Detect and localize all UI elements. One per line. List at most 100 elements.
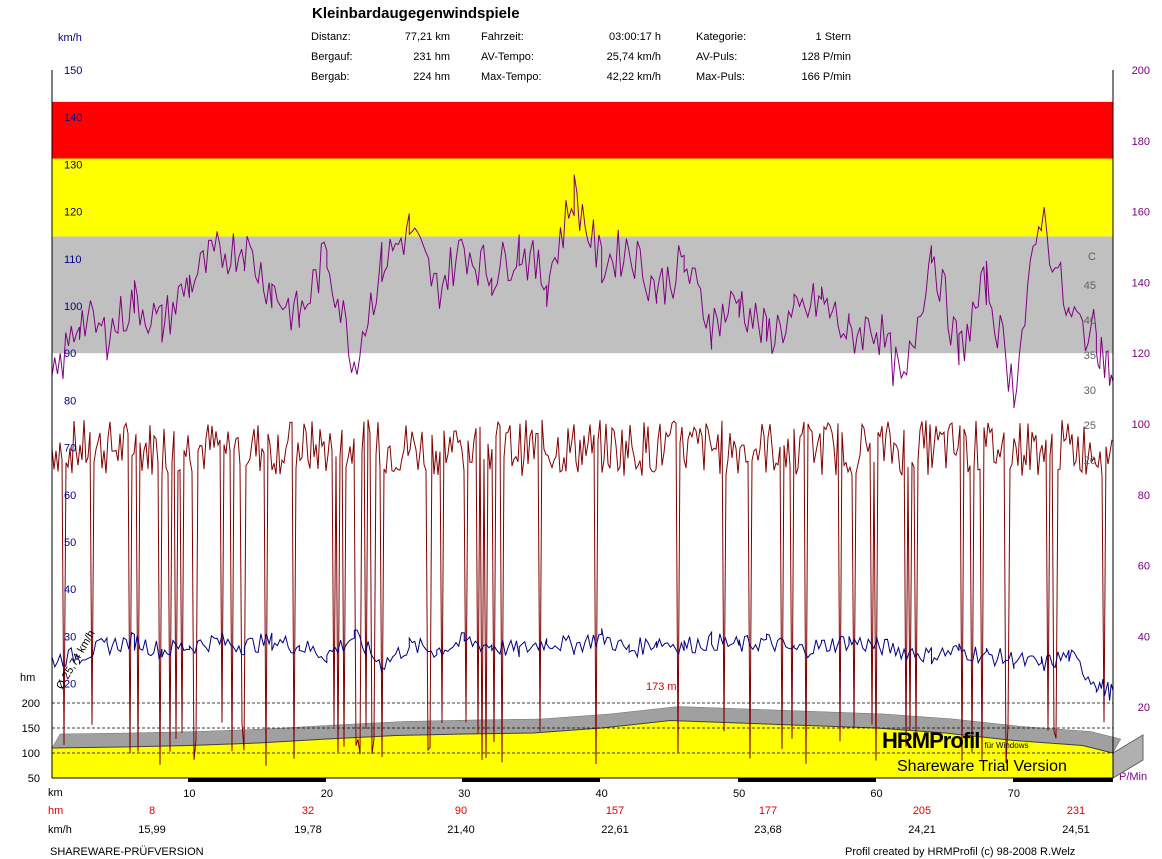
left-tick-40: 40 <box>64 584 76 596</box>
altitude-row-value: 8 <box>148 805 156 817</box>
x-tick-50: 50 <box>733 788 745 800</box>
x-tick-20: 20 <box>321 788 333 800</box>
x-bar-3 <box>738 778 876 782</box>
hr-zone-yellow <box>52 158 1113 237</box>
speed-row-value: 24,51 <box>1062 824 1090 836</box>
right-tick-20: 20 <box>1138 702 1150 714</box>
right-tick-140: 140 <box>1132 277 1150 289</box>
stat-label-max-tempo: Max-Tempo: <box>481 71 542 83</box>
altitude-row-value: 231 <box>1066 805 1086 817</box>
left-tick-100: 100 <box>64 301 82 313</box>
speed-row-value: 15,99 <box>138 824 166 836</box>
left-tick-70: 70 <box>64 443 76 455</box>
stat-label-bergauf: Bergauf: <box>311 51 353 63</box>
left-tick-80: 80 <box>64 395 76 407</box>
altitude-row-label: hm <box>48 805 64 817</box>
x-tick-60: 60 <box>870 788 882 800</box>
altitude-row-value: 205 <box>912 805 932 817</box>
altitude-line <box>51 719 1113 754</box>
x-tick-70: 70 <box>1008 788 1020 800</box>
cadence-line <box>51 419 1113 766</box>
x-tick-40: 40 <box>596 788 608 800</box>
right-tick-100: 100 <box>1132 419 1150 431</box>
right-axis-unit: P/Min <box>1119 771 1148 783</box>
altitude-axis-unit: hm <box>20 672 36 684</box>
speed-row-label: km/h <box>48 824 72 836</box>
speed-line <box>51 628 1114 701</box>
left-tick-120: 120 <box>64 207 82 219</box>
stat-value-av-puls: 128 P/min <box>801 51 851 63</box>
left-axis-unit: km/h <box>58 32 82 44</box>
cadence-tick-45: 45 <box>1084 280 1096 292</box>
altitude-tick-150: 150 <box>22 723 40 735</box>
left-tick-60: 60 <box>64 490 76 502</box>
altitude-ref-lines <box>52 702 1113 754</box>
stat-value-bergab: 224 hm <box>413 71 450 83</box>
left-tick-50: 50 <box>64 537 76 549</box>
cadence-tick-30: 30 <box>1084 385 1096 397</box>
stat-label-av-puls: AV-Puls: <box>696 51 738 63</box>
x-bar-2 <box>462 778 600 782</box>
altitude-tick-50: 50 <box>28 773 40 785</box>
stat-label-bergab: Bergab: <box>311 71 350 83</box>
stat-label-kategorie: Kategorie: <box>696 31 747 43</box>
footer-right: Profil created by HRMProfil (c) 98-2008 … <box>845 846 1076 858</box>
left-tick-20: 20 <box>64 679 76 691</box>
x-tick-10: 10 <box>183 788 195 800</box>
watermark-logo-text: HRMProfil <box>882 728 980 753</box>
stat-value-bergauf: 231 hm <box>413 51 450 63</box>
cadence-tick-25: 25 <box>1084 420 1096 432</box>
altitude-fill <box>52 720 1113 778</box>
cadence-tick-40: 40 <box>1084 315 1096 327</box>
axes <box>51 70 1114 782</box>
left-tick-110: 110 <box>64 254 82 266</box>
right-tick-180: 180 <box>1132 136 1150 148</box>
stat-label-fahrzeit: Fahrzeit: <box>481 31 524 43</box>
left-tick-150: 150 <box>64 65 82 77</box>
watermark-trial: Shareware Trial Version <box>897 758 1067 775</box>
altitude-tick-200: 200 <box>22 698 40 710</box>
x-axis-unit: km <box>48 787 63 799</box>
watermark-logo: HRMProfil für Windows <box>882 728 1028 754</box>
heart-rate-line <box>51 174 1114 409</box>
hr-zone-red <box>52 101 1113 159</box>
altitude-row-value: 90 <box>454 805 468 817</box>
stat-value-av-tempo: 25,74 km/h <box>606 51 661 63</box>
cadence-axis-unit: C <box>1088 251 1096 263</box>
left-tick-90: 90 <box>64 348 76 360</box>
speed-row-value: 24,21 <box>908 824 936 836</box>
stat-value-distanz: 77,21 km <box>404 31 450 43</box>
left-tick-140: 140 <box>64 112 82 124</box>
right-tick-160: 160 <box>1132 207 1150 219</box>
right-tick-60: 60 <box>1138 561 1150 573</box>
stat-value-fahrzeit: 03:00:17 h <box>609 31 661 43</box>
speed-row-value: 21,40 <box>447 824 475 836</box>
left-tick-130: 130 <box>64 159 82 171</box>
left-tick-30: 30 <box>64 631 76 643</box>
altitude-tick-100: 100 <box>22 748 40 760</box>
right-tick-200: 200 <box>1132 65 1150 77</box>
hr-zones <box>52 101 1113 354</box>
speed-series <box>51 628 1114 701</box>
watermark-sub: für Windows <box>984 741 1029 750</box>
cadence-tick-35: 35 <box>1084 350 1096 362</box>
altitude-row-value: 157 <box>605 805 625 817</box>
heart-rate-series <box>51 174 1114 409</box>
chart-title: Kleinbardaugegenwindspiele <box>312 5 520 22</box>
cadence-tick-20: 20 <box>1084 455 1096 467</box>
stat-label-max-puls: Max-Puls: <box>696 71 745 83</box>
x-bar-4 <box>1013 778 1113 782</box>
right-tick-120: 120 <box>1132 348 1150 360</box>
cadence-series <box>51 419 1113 766</box>
altitude-max-label: 173 m <box>646 681 677 693</box>
speed-row-value: 23,68 <box>754 824 782 836</box>
stat-label-av-tempo: AV-Tempo: <box>481 51 534 63</box>
speed-row-value: 19,78 <box>294 824 322 836</box>
altitude-row-value: 177 <box>758 805 778 817</box>
speed-row-value: 22,61 <box>601 824 629 836</box>
x-tick-30: 30 <box>458 788 470 800</box>
hr-zone-gray <box>52 236 1113 354</box>
x-bar-1 <box>188 778 326 782</box>
right-tick-80: 80 <box>1138 490 1150 502</box>
